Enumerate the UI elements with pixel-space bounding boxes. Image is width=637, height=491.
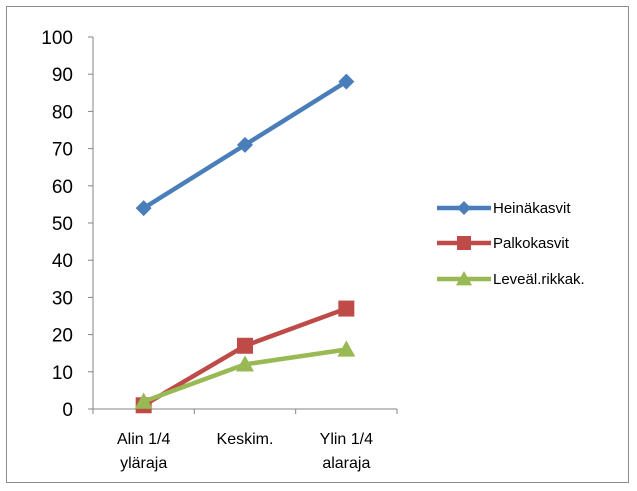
y-tick-label: 70 (52, 140, 73, 161)
y-tick-label: 30 (52, 288, 73, 309)
y-tick-label: 60 (52, 177, 73, 198)
y-tick-label: 0 (62, 400, 73, 421)
legend-marker-1 (457, 236, 471, 250)
y-tick-label: 20 (52, 326, 73, 347)
y-tick-label: 90 (52, 65, 73, 86)
legend-marker-0 (457, 201, 471, 215)
data-point-0-0 (135, 200, 152, 217)
y-tick-label: 40 (52, 251, 73, 272)
x-tick-label: alaraja (322, 455, 370, 472)
legend-marker-2 (456, 271, 472, 286)
x-tick-label: Keskim. (217, 431, 274, 448)
y-tick-label: 80 (52, 102, 73, 123)
legend-label-0: Heinäkasvit (493, 200, 571, 217)
chart-frame (6, 6, 629, 483)
data-point-0-1 (237, 136, 253, 153)
data-point-2-2 (337, 340, 356, 357)
data-point-0-2 (338, 73, 355, 90)
legend-label-2: Leveäl.rikkak. (493, 271, 585, 288)
x-tick-label: Alin 1/4 (117, 431, 170, 448)
y-tick-label: 50 (52, 214, 73, 235)
y-tick-label: 100 (41, 28, 73, 49)
data-point-2-1 (236, 355, 254, 372)
legend-label-1: Palkokasvit (493, 235, 570, 252)
x-tick-label: yläraja (120, 455, 167, 472)
y-tick-label: 10 (52, 363, 73, 384)
data-point-1-2 (338, 300, 355, 317)
data-point-2-0 (134, 392, 153, 409)
x-tick-label: Ylin 1/4 (320, 431, 373, 448)
data-point-1-1 (237, 337, 253, 354)
